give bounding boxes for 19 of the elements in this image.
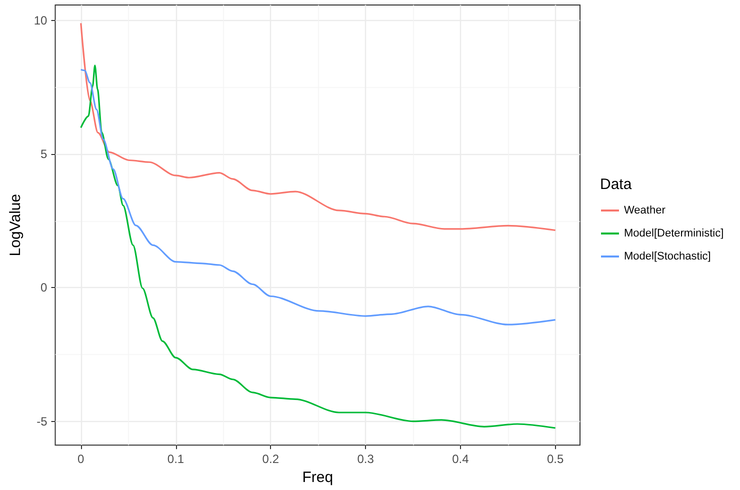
legend-title: Data <box>600 176 632 193</box>
y-tick-label: 5 <box>40 147 48 162</box>
legend-label: Model[Deterministic] <box>624 228 724 240</box>
y-tick-label: 0 <box>40 280 48 295</box>
x-tick-label: 0 <box>78 452 85 466</box>
x-tick-label: 0.5 <box>546 452 564 466</box>
line-series <box>80 22 556 232</box>
legend-label: Weather <box>624 204 666 216</box>
y-tick-label: -5 <box>36 414 48 428</box>
x-tick-label: 0.2 <box>262 452 280 466</box>
x-tick-label: 0.3 <box>357 452 374 466</box>
line-series <box>80 68 556 326</box>
x-axis-title: Freq <box>302 469 334 486</box>
line-series <box>80 64 556 429</box>
x-tick-label: 0.1 <box>167 452 184 466</box>
y-tick-label: 10 <box>34 14 48 28</box>
legend-label: Model[Stochastic] <box>624 250 711 262</box>
y-axis-title: LogValue <box>7 194 24 256</box>
x-tick-label: 0.4 <box>452 452 470 466</box>
